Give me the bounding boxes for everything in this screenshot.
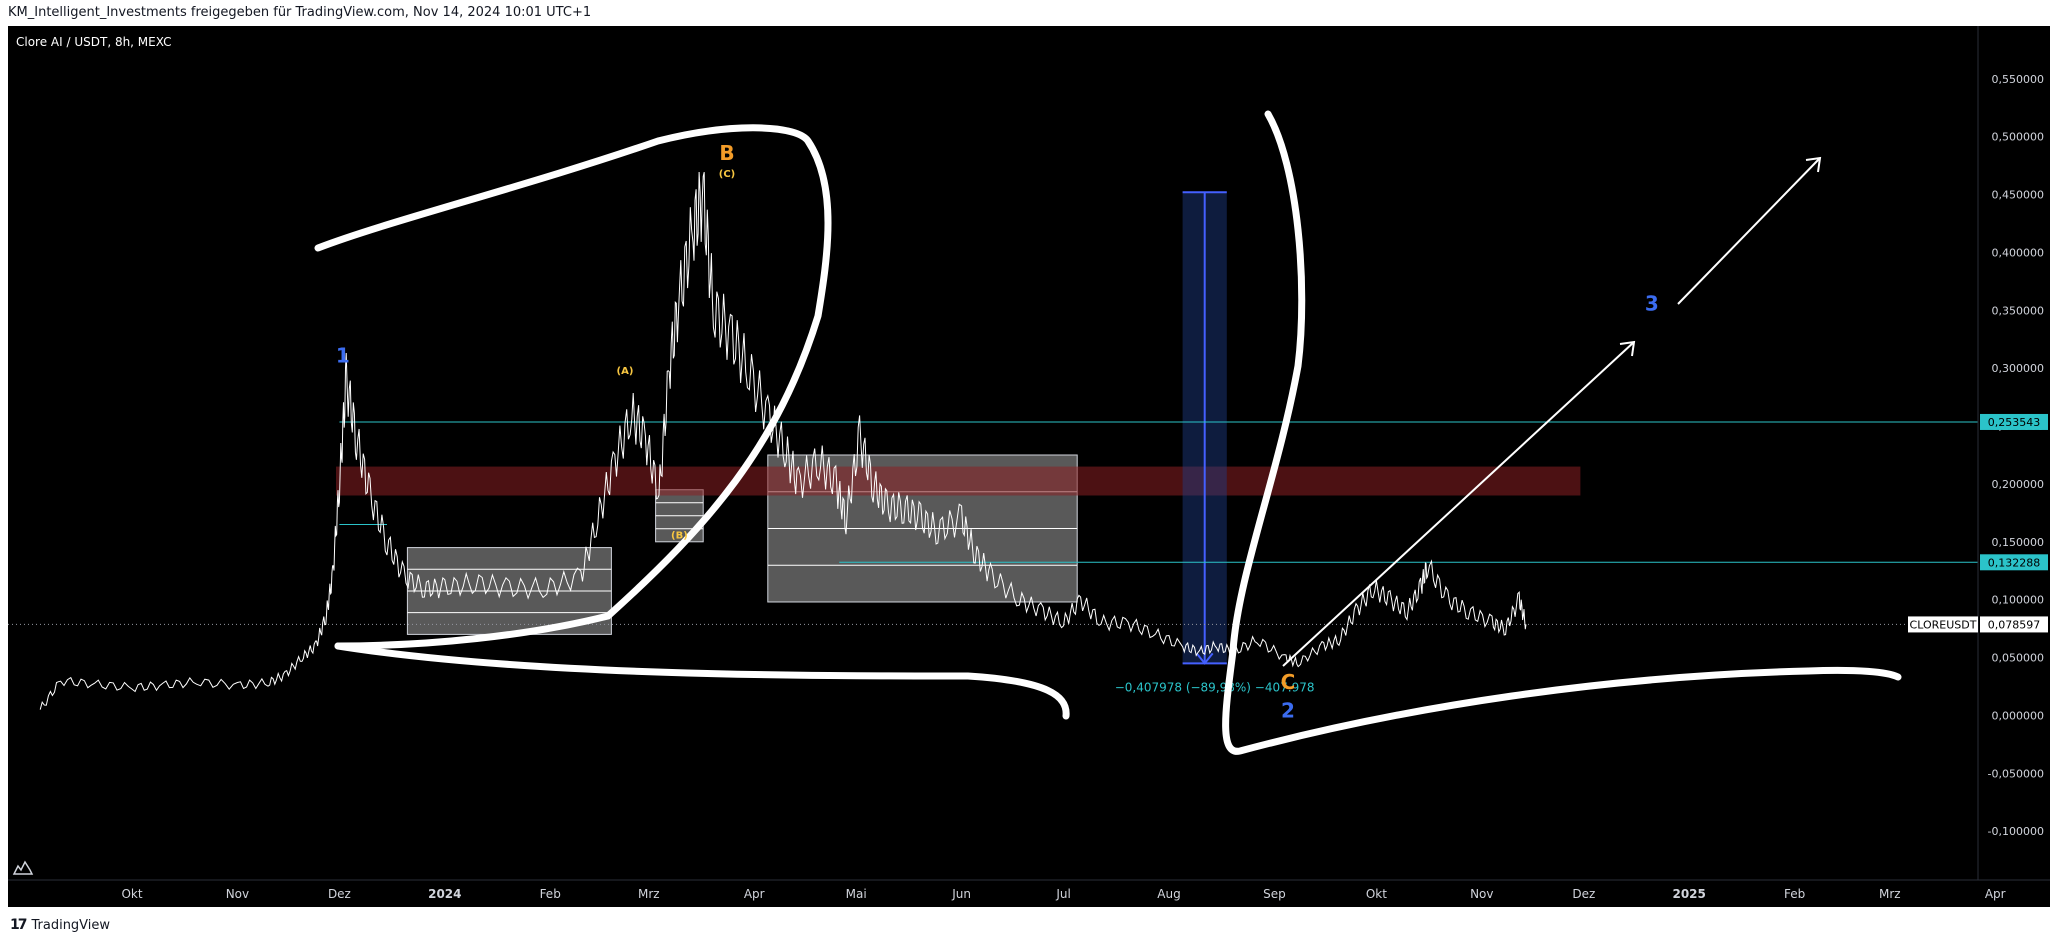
price-tick-label: 0,450000 — [1992, 189, 2045, 202]
time-tick-label: Mrz — [638, 887, 660, 901]
resistance-zone-band — [336, 466, 1581, 496]
chart-area[interactable]: −0,407978 (−89,98%) −407.978 1 B (C) (A) (B)… — [8, 26, 2050, 907]
time-tick-label: Dez — [1572, 887, 1595, 901]
price-tick-label: 0,150000 — [1992, 536, 2045, 549]
wave-label: (C) — [719, 169, 735, 180]
time-tick-label: Nov — [226, 887, 249, 901]
time-tick-label: Nov — [1470, 887, 1493, 901]
price-tick-label: 0,500000 — [1992, 131, 2045, 144]
price-tick-label: 0,550000 — [1992, 73, 2045, 86]
wave-label: (A) — [617, 366, 634, 377]
projection-arrow-head — [1805, 156, 1822, 173]
time-tick-label: Jun — [951, 887, 971, 901]
time-tick-label: Sep — [1263, 887, 1286, 901]
time-tick-label: Feb — [1784, 887, 1805, 901]
time-tick-label: Apr — [744, 887, 765, 901]
price-tick-label: 0,350000 — [1992, 304, 2045, 317]
projection-arrow-line — [1677, 157, 1821, 305]
wave-label: C — [1281, 670, 1296, 694]
tradingview-brand: TradingView — [31, 917, 111, 933]
wave-label: (B) — [671, 530, 688, 541]
time-tick-label: Aug — [1157, 887, 1180, 901]
replay-icon[interactable] — [12, 860, 34, 875]
price-tick-label: 0,600000 — [1992, 26, 2045, 28]
time-tick-label: Apr — [1985, 887, 2006, 901]
time-tick-label: Mai — [846, 887, 867, 901]
price-chart[interactable]: −0,407978 (−89,98%) −407.978 1 B (C) (A) (B)… — [8, 26, 2050, 907]
wave-label: B — [719, 141, 734, 165]
wave-label: 2 — [1281, 699, 1295, 723]
price-tick-label: -0,050000 — [1988, 767, 2044, 780]
price-line — [39, 171, 1527, 710]
resistance-zone — [336, 466, 1581, 496]
measure-arrow-head — [1195, 652, 1214, 665]
price-tick-label: 0,000000 — [1992, 709, 2045, 722]
symbol-badge-text: CLOREUSDT — [1910, 618, 1977, 631]
time-tick-label: Okt — [121, 887, 142, 901]
symbol-title: Clore AI / USDT, 8h, MEXC — [16, 35, 171, 49]
drawn-curve-bottom-left — [334, 642, 1070, 720]
measure-label: −0,407978 (−89,98%) −407.978 — [1115, 680, 1315, 694]
drawn-curve-left-region — [314, 124, 832, 650]
freehand-drawings — [314, 110, 1902, 755]
wave-label: 3 — [1645, 291, 1659, 315]
price-tick-label: 0,400000 — [1992, 246, 2045, 259]
time-tick-label: Mrz — [1879, 887, 1901, 901]
time-tick-label: Jul — [1055, 887, 1070, 901]
level-badge-2 — [1980, 554, 2048, 571]
level-badge-text: 0,253543 — [1988, 416, 2041, 429]
wave-label: 1 — [336, 343, 350, 367]
price-axis: 0,600000 0,550000 0,500000 0,450000 0,400000… — [1988, 26, 2044, 838]
measure-tool: −0,407978 (−89,98%) −407.978 — [1115, 191, 1315, 694]
level-badge-text: 0,132288 — [1988, 556, 2041, 569]
tradingview-logo-icon: 17 — [10, 917, 28, 933]
horizontal-levels — [8, 421, 1978, 625]
header-title: KM_Intelligent_Investments freigegeben f… — [0, 0, 2059, 26]
price-tick-label: 0,100000 — [1992, 594, 2045, 607]
time-tick-label: Dez — [328, 887, 351, 901]
time-axis: Okt Nov Dez 2024 Feb Mrz Apr Mai Jun Jul Aug Sep Okt… — [121, 887, 2005, 901]
price-tick-label: 0,300000 — [1992, 362, 2045, 375]
price-tick-label: -0,100000 — [1988, 825, 2044, 838]
time-tick-label: Okt — [1366, 887, 1387, 901]
trend-arrow-head — [1619, 340, 1636, 357]
price-tick-label: 0,050000 — [1992, 652, 2045, 665]
tradingview-logo[interactable]: 17 TradingView — [10, 917, 110, 933]
price-series — [39, 171, 1527, 710]
time-tick-label: 2025 — [1672, 887, 1705, 901]
wave-labels: 1 B (C) (A) (B) C 2 3 — [336, 141, 1659, 723]
time-tick-label: Feb — [540, 887, 561, 901]
price-tick-label: 0,200000 — [1992, 478, 2045, 491]
current-price-badge — [1980, 616, 2048, 633]
price-badges: 0,253543 0,132288 CLOREUSDT 0,078597 — [1908, 413, 2048, 633]
current-price-badge-text: 0,078597 — [1988, 618, 2041, 631]
level-badge-1 — [1980, 413, 2048, 430]
time-tick-label: 2024 — [428, 887, 461, 901]
drawn-curve-right-region — [1222, 110, 1902, 755]
symbol-badge — [1908, 616, 1978, 633]
trend-arrow-line — [1282, 341, 1635, 667]
